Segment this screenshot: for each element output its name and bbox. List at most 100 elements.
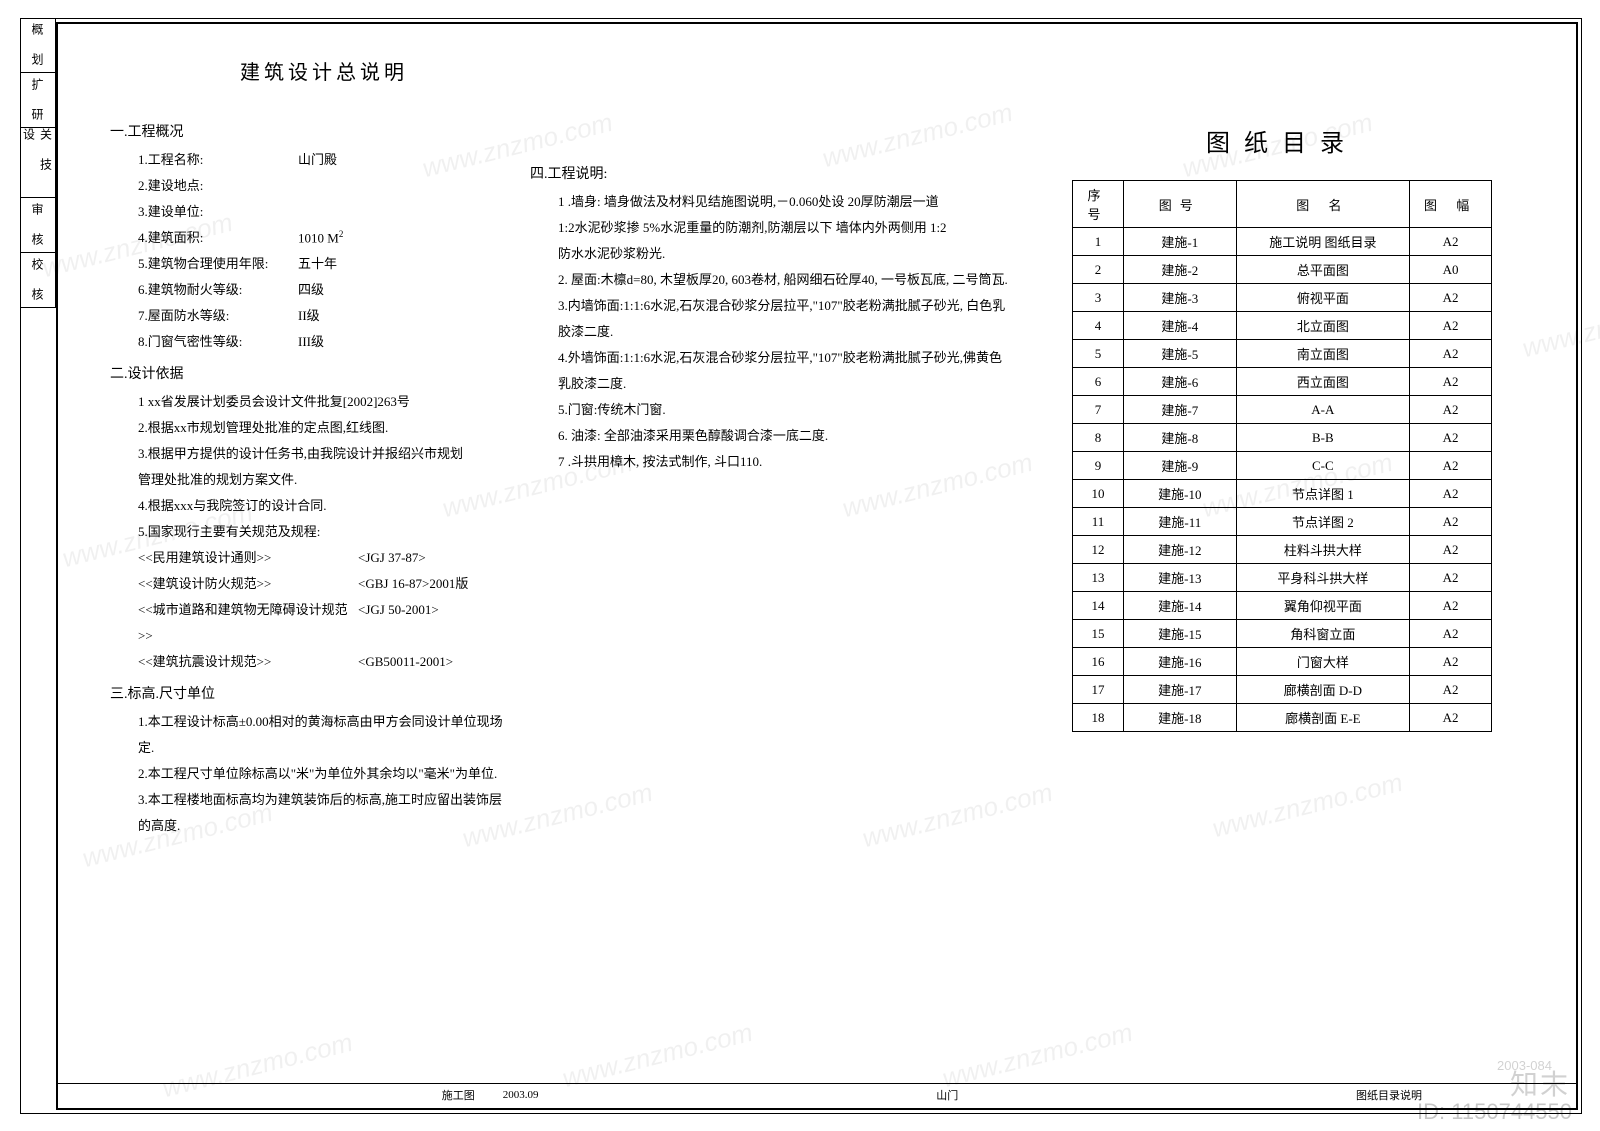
catalog-cell: 11: [1073, 508, 1124, 536]
sheet-content: 建筑设计总说明 一.工程概况 1.工程名称:山门殿2.建设地点:3.建设单位:4…: [60, 26, 1574, 1081]
catalog-cell: 建施-3: [1124, 284, 1236, 312]
basis-line: 5.国家现行主要有关规范及规程:: [110, 519, 510, 545]
catalog-cell: 4: [1073, 312, 1124, 340]
catalog-row: 3建施-3俯视平面A2: [1073, 284, 1492, 312]
catalog-cell: 13: [1073, 564, 1124, 592]
catalog-cell: A2: [1410, 368, 1492, 396]
basis-line: 管理处批准的规划方案文件.: [110, 467, 510, 493]
catalog-cell: 建施-11: [1124, 508, 1236, 536]
side-cell: 扩 研: [20, 73, 56, 128]
section1-head: 一.工程概况: [110, 119, 510, 147]
catalog-cell: 7: [1073, 396, 1124, 424]
tb-mid: 山门: [922, 1087, 972, 1103]
catalog-row: 13建施-13平身科斗拱大样A2: [1073, 564, 1492, 592]
catalog-cell: A2: [1410, 340, 1492, 368]
note-line: 4.外墙饰面:1:1:6水泥,石灰混合砂浆分层拉平,"107"胶老粉满批腻子砂光…: [530, 345, 1010, 397]
catalog-cell: 9: [1073, 452, 1124, 480]
catalog-cell: 14: [1073, 592, 1124, 620]
catalog-cell: 8: [1073, 424, 1124, 452]
catalog-cell: A2: [1410, 284, 1492, 312]
catalog-cell: A2: [1410, 704, 1492, 732]
catalog-row: 10建施-10节点详图 1A2: [1073, 480, 1492, 508]
basis-line: 1 xx省发展计划委员会设计文件批复[2002]263号: [110, 389, 510, 415]
catalog-row: 8建施-8B-BA2: [1073, 424, 1492, 452]
catalog-cell: 2: [1073, 256, 1124, 284]
catalog-cell: 5: [1073, 340, 1124, 368]
catalog-row: 14建施-14翼角仰视平面A2: [1073, 592, 1492, 620]
catalog-cell: 廊横剖面 D-D: [1236, 676, 1410, 704]
catalog-cell: A2: [1410, 228, 1492, 256]
standard-row: <<城市道路和建筑物无障碍设计规范>><JGJ 50-2001>: [110, 597, 510, 649]
catalog-row: 18建施-18廊横剖面 E-EA2: [1073, 704, 1492, 732]
catalog-cell: 3: [1073, 284, 1124, 312]
catalog-cell: 18: [1073, 704, 1124, 732]
catalog-title: 图纸目录: [1030, 123, 1534, 158]
catalog-row: 12建施-12柱料斗拱大样A2: [1073, 536, 1492, 564]
catalog-cell: 施工说明 图纸目录: [1236, 228, 1410, 256]
catalog-cell: 柱料斗拱大样: [1236, 536, 1410, 564]
catalog-row: 1建施-1施工说明 图纸目录A2: [1073, 228, 1492, 256]
catalog-cell: 北立面图: [1236, 312, 1410, 340]
note-line: 7 .斗拱用樟木, 按法式制作, 斗口110.: [530, 449, 1010, 475]
catalog-cell: 建施-4: [1124, 312, 1236, 340]
side-cell: 概 划: [20, 18, 56, 73]
note-line: 1 .墙身: 墙身做法及材料见结施图说明,－0.060处设 20厚防潮层一道: [530, 189, 1010, 215]
catalog-cell: 建施-10: [1124, 480, 1236, 508]
overview-item: 4.建筑面积:1010 M2: [110, 225, 510, 251]
catalog-cell: 翼角仰视平面: [1236, 592, 1410, 620]
overview-item: 3.建设单位:: [110, 199, 510, 225]
catalog-cell: B-B: [1236, 424, 1410, 452]
catalog-cell: 6: [1073, 368, 1124, 396]
tb-left2: 2003.09: [489, 1089, 553, 1101]
overview-item: 7.屋面防水等级:II级: [110, 303, 510, 329]
overview-item: 6.建筑物耐火等级:四级: [110, 277, 510, 303]
overview-item: 5.建筑物合理使用年限:五十年: [110, 251, 510, 277]
catalog-cell: 建施-2: [1124, 256, 1236, 284]
catalog-cell: A2: [1410, 312, 1492, 340]
section3-head: 三.标高.尺寸单位: [110, 681, 510, 709]
catalog-cell: 建施-13: [1124, 564, 1236, 592]
main-title: 建筑设计总说明: [240, 56, 1534, 85]
catalog-row: 6建施-6西立面图A2: [1073, 368, 1492, 396]
side-cell: 审 核: [20, 198, 56, 253]
catalog-cell: 节点详图 1: [1236, 480, 1410, 508]
note-line: 1:2水泥砂浆掺 5%水泥重量的防潮剂,防潮层以下 墙体内外两侧用 1:2: [530, 215, 1010, 241]
catalog-cell: A-A: [1236, 396, 1410, 424]
catalog-header: 图 幅: [1410, 181, 1492, 228]
catalog-row: 16建施-16门窗大样A2: [1073, 648, 1492, 676]
catalog-row: 17建施-17廊横剖面 D-DA2: [1073, 676, 1492, 704]
catalog-header: 图 名: [1236, 181, 1410, 228]
catalog-cell: 门窗大样: [1236, 648, 1410, 676]
catalog-cell: A2: [1410, 676, 1492, 704]
basis-line: 4.根据xxx与我院签订的设计合同.: [110, 493, 510, 519]
catalog-cell: 17: [1073, 676, 1124, 704]
overview-item: 1.工程名称:山门殿: [110, 147, 510, 173]
catalog-cell: 12: [1073, 536, 1124, 564]
basis-line: 3.根据甲方提供的设计任务书,由我院设计并报绍兴市规划: [110, 441, 510, 467]
drawing-catalog-table: 序号图号图 名图 幅1建施-1施工说明 图纸目录A22建施-2总平面图A03建施…: [1072, 180, 1492, 732]
catalog-cell: A2: [1410, 648, 1492, 676]
catalog-cell: 建施-18: [1124, 704, 1236, 732]
catalog-cell: 1: [1073, 228, 1124, 256]
catalog-cell: 建施-6: [1124, 368, 1236, 396]
catalog-cell: 建施-16: [1124, 648, 1236, 676]
catalog-cell: 俯视平面: [1236, 284, 1410, 312]
catalog-cell: 节点详图 2: [1236, 508, 1410, 536]
catalog-cell: 10: [1073, 480, 1124, 508]
note-line: 防水水泥砂浆粉光.: [530, 241, 1010, 267]
catalog-row: 4建施-4北立面图A2: [1073, 312, 1492, 340]
catalog-header: 序号: [1073, 181, 1124, 228]
catalog-cell: 16: [1073, 648, 1124, 676]
catalog-cell: A2: [1410, 564, 1492, 592]
side-cell: 校 核: [20, 253, 56, 308]
standard-row: <<建筑抗震设计规范>><GB50011-2001>: [110, 649, 510, 675]
watermark-logo: 知末: [1510, 1063, 1570, 1103]
catalog-cell: 廊横剖面 E-E: [1236, 704, 1410, 732]
note-line: 5.门窗:传统木门窗.: [530, 397, 1010, 423]
left-column: 一.工程概况 1.工程名称:山门殿2.建设地点:3.建设单位:4.建筑面积:10…: [110, 113, 510, 839]
catalog-cell: 西立面图: [1236, 368, 1410, 396]
catalog-cell: A2: [1410, 620, 1492, 648]
side-cell: 关 技 设: [20, 128, 56, 198]
catalog-cell: A2: [1410, 592, 1492, 620]
right-column: 图纸目录 序号图号图 名图 幅1建施-1施工说明 图纸目录A22建施-2总平面图…: [1030, 113, 1534, 839]
